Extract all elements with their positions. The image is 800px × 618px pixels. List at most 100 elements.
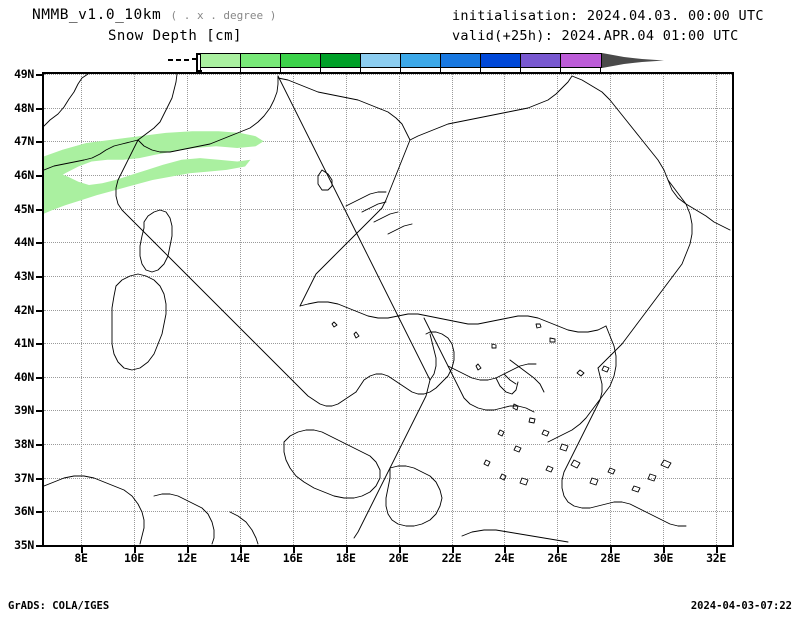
gridline-lat-45: [44, 208, 732, 210]
x-label-28E: 28E: [600, 551, 621, 565]
gridline-lat-36: [44, 511, 732, 513]
colorbar-bands: [200, 53, 602, 68]
x-label-8E: 8E: [74, 551, 88, 565]
x-label-16E: 16E: [282, 551, 303, 565]
gridline-lat-47: [44, 141, 732, 143]
colorbar-band-90: [561, 54, 601, 67]
x-tick-8E: [81, 547, 84, 553]
y-label-40N: 40N: [14, 369, 34, 384]
colorbar-overflow-arrow: [602, 53, 664, 68]
colorbar-tick: [400, 68, 401, 72]
y-label-42N: 42N: [14, 302, 34, 317]
x-tick-20E: [398, 547, 401, 553]
x-tick-22E: [451, 547, 454, 553]
y-tick-47N: [36, 141, 42, 144]
snow-band-north: [44, 131, 264, 207]
gridline-lat-49: [44, 74, 732, 75]
colorbar-band-2: [281, 54, 321, 67]
snow-band-west-patch: [44, 190, 58, 212]
y-tick-46N: [36, 174, 42, 177]
x-label-30E: 30E: [653, 551, 674, 565]
x-tick-10E: [133, 547, 136, 553]
gridline-lat-48: [44, 107, 732, 109]
x-label-10E: 10E: [124, 551, 144, 565]
gridline-lat-39: [44, 410, 732, 412]
x-label-22E: 22E: [441, 551, 462, 565]
x-label-20E: 20E: [388, 551, 409, 565]
gridline-lat-42: [44, 309, 732, 311]
colorbar-band-30: [481, 54, 521, 67]
y-tick-48N: [36, 107, 42, 110]
gridline-lat-38: [44, 444, 732, 446]
colorbar-tick: [320, 68, 321, 72]
map-canvas: [44, 74, 732, 545]
x-tick-32E: [716, 547, 719, 553]
colorbar-dash: [192, 58, 197, 61]
snow-depth-shading: [44, 131, 264, 214]
y-label-45N: 45N: [14, 201, 34, 216]
generation-timestamp: 2024-04-03-07:22: [690, 600, 792, 612]
x-tick-14E: [239, 547, 242, 553]
colorbar-band-60: [521, 54, 561, 67]
colorbar-below-minimum-dashes: [168, 54, 197, 67]
y-tick-39N: [36, 410, 42, 413]
x-label-24E: 24E: [494, 551, 515, 565]
x-label-14E: 14E: [229, 551, 250, 565]
y-tick-49N: [36, 74, 42, 76]
x-tick-16E: [292, 547, 295, 553]
x-tick-24E: [504, 547, 507, 553]
colorbar-dash: [168, 59, 173, 61]
colorbar-band-1: [241, 54, 281, 67]
colorbar-band-4: [321, 54, 361, 67]
colorbar-tick: [600, 68, 601, 72]
variable-title: Snow Depth [cm]: [108, 28, 242, 44]
x-tick-26E: [557, 547, 560, 553]
colorbar-band-15: [441, 54, 481, 67]
map-plot-area[interactable]: [42, 72, 734, 547]
colorbar-left-bracket: [196, 53, 202, 72]
model-title: NMMB_v1.0_10km ( . x . degree ): [32, 7, 276, 23]
y-tick-42N: [36, 309, 42, 312]
colorbar-band-10: [401, 54, 441, 67]
y-tick-45N: [36, 208, 42, 211]
y-tick-40N: [36, 376, 42, 379]
gridline-lat-37: [44, 477, 732, 479]
colorbar-dash: [176, 58, 181, 61]
colorbar-tick: [240, 68, 241, 72]
gridline-lat-41: [44, 343, 732, 345]
y-tick-37N: [36, 477, 42, 480]
y-label-43N: 43N: [14, 268, 34, 283]
colorbar-ticks: [200, 68, 602, 73]
x-tick-12E: [186, 547, 189, 553]
x-label-18E: 18E: [335, 551, 356, 565]
model-name: NMMB_v1.0_10km: [32, 7, 162, 23]
gridline-lat-46: [44, 174, 732, 176]
y-tick-43N: [36, 275, 42, 278]
y-label-49N: 49N: [14, 67, 34, 81]
x-label-32E: 32E: [706, 551, 727, 565]
y-label-41N: 41N: [14, 336, 34, 351]
grads-credit: GrADS: COLA/IGES: [8, 600, 110, 612]
y-label-44N: 44N: [14, 235, 34, 250]
y-tick-35N: [36, 545, 42, 547]
model-resolution-note: ( . x . degree ): [170, 9, 277, 22]
y-label-35N: 35N: [14, 538, 34, 552]
gridline-lat-43: [44, 275, 732, 277]
colorbar-tick: [520, 68, 521, 72]
x-tick-28E: [610, 547, 613, 553]
colorbar-tick: [560, 68, 561, 72]
y-label-38N: 38N: [14, 437, 34, 452]
colorbar-tick: [440, 68, 441, 72]
x-tick-30E: [663, 547, 666, 553]
y-tick-41N: [36, 343, 42, 346]
gridline-lat-44: [44, 242, 732, 244]
initialisation-time: initialisation: 2024.04.03. 00:00 UTC: [452, 8, 764, 24]
colorbar-band-6: [361, 54, 401, 67]
colorbar-tick: [480, 68, 481, 72]
gridline-lat-35: [44, 545, 732, 546]
y-tick-44N: [36, 242, 42, 245]
y-label-36N: 36N: [14, 504, 34, 519]
colorbar-tick: [360, 68, 361, 72]
y-tick-36N: [36, 511, 42, 514]
x-tick-18E: [345, 547, 348, 553]
